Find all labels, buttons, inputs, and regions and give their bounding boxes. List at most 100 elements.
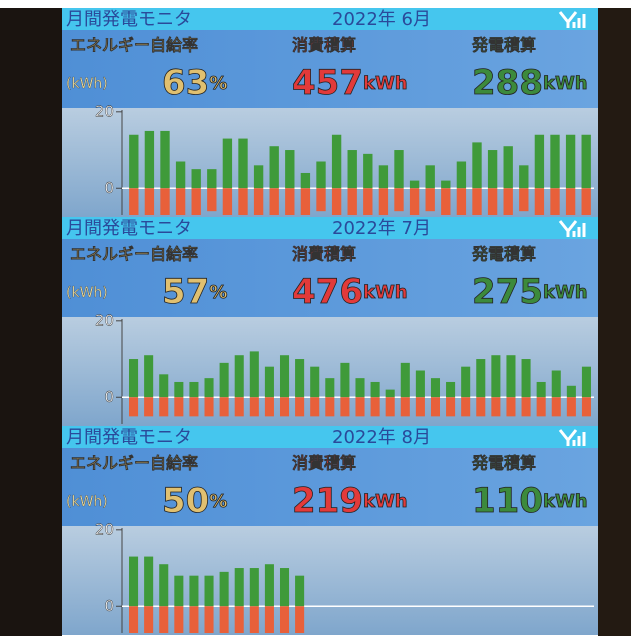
bar bbox=[325, 397, 335, 417]
bar bbox=[189, 575, 199, 607]
bar bbox=[174, 606, 184, 633]
bar bbox=[234, 606, 244, 633]
chart-area bbox=[62, 108, 598, 217]
bar bbox=[363, 153, 373, 189]
bar bbox=[340, 397, 350, 417]
metric-label: 発電積算 bbox=[471, 36, 536, 55]
bar bbox=[503, 146, 513, 189]
metric-number: 50 bbox=[162, 481, 209, 521]
period: 2022年 6月 bbox=[332, 9, 431, 30]
metric-number: 219 bbox=[292, 481, 363, 521]
header-bar bbox=[62, 426, 598, 448]
bar bbox=[461, 366, 471, 398]
y-unit: (kWh) bbox=[66, 285, 108, 301]
bar bbox=[174, 397, 184, 417]
bar bbox=[472, 188, 482, 215]
bar bbox=[503, 188, 513, 215]
bar bbox=[159, 606, 169, 633]
bar bbox=[129, 556, 139, 607]
bar bbox=[204, 378, 214, 398]
bar bbox=[191, 188, 201, 215]
bar bbox=[551, 397, 561, 417]
bar bbox=[219, 362, 229, 398]
bar bbox=[129, 134, 139, 189]
bar bbox=[347, 150, 357, 189]
bar bbox=[456, 188, 467, 215]
bar bbox=[331, 188, 342, 215]
bar bbox=[204, 606, 214, 633]
bar bbox=[234, 355, 244, 398]
bar bbox=[189, 381, 199, 398]
bar bbox=[441, 188, 451, 215]
bar bbox=[219, 571, 229, 607]
bar bbox=[506, 355, 516, 398]
bar bbox=[491, 397, 501, 417]
bar bbox=[295, 606, 305, 633]
right-frame bbox=[598, 8, 631, 636]
bar bbox=[400, 397, 410, 417]
bar bbox=[189, 397, 199, 417]
bar bbox=[174, 575, 184, 607]
bar bbox=[264, 397, 274, 417]
bar bbox=[234, 397, 244, 417]
period: 2022年 7月 bbox=[332, 218, 431, 239]
bar bbox=[325, 378, 335, 398]
metric-number: 275 bbox=[472, 272, 543, 312]
metric-number: 457 bbox=[292, 63, 363, 103]
header-bar bbox=[62, 217, 598, 239]
monitor-panel: 月間発電モニタ 2022年 8月エネルギー自給率50%消費積算219kWh発電積算… bbox=[62, 426, 598, 635]
bar bbox=[551, 370, 561, 398]
metric-number: 476 bbox=[292, 272, 363, 312]
bar bbox=[144, 397, 154, 417]
bar bbox=[378, 165, 389, 189]
bar bbox=[521, 359, 531, 398]
bar bbox=[264, 606, 274, 633]
metric-value: 476kWh bbox=[292, 272, 408, 312]
bar bbox=[370, 381, 380, 398]
metric-value: 457kWh bbox=[292, 63, 408, 103]
bar bbox=[363, 188, 373, 215]
bar bbox=[409, 188, 420, 215]
metric-value: 275kWh bbox=[472, 272, 588, 312]
signal-icon bbox=[558, 220, 586, 237]
bar bbox=[253, 188, 264, 215]
bar bbox=[191, 169, 201, 189]
bar bbox=[144, 606, 154, 633]
bar bbox=[487, 188, 498, 215]
bar bbox=[238, 188, 248, 215]
y-tick-label: 0 bbox=[104, 597, 114, 615]
bar bbox=[279, 355, 290, 398]
bar bbox=[430, 397, 441, 417]
bar bbox=[249, 397, 259, 417]
bar bbox=[566, 397, 576, 417]
metric-label: 発電積算 bbox=[471, 245, 536, 264]
bar bbox=[461, 397, 471, 417]
metric-value: 288kWh bbox=[472, 63, 588, 103]
metric-value: 50% bbox=[162, 481, 227, 521]
bar bbox=[175, 188, 186, 215]
bar bbox=[285, 150, 295, 189]
bar bbox=[550, 188, 560, 215]
info-area bbox=[62, 239, 598, 317]
bar bbox=[204, 575, 214, 607]
bar bbox=[249, 606, 259, 633]
bar bbox=[160, 188, 170, 215]
metric-unit: % bbox=[209, 491, 227, 512]
bar bbox=[222, 188, 233, 215]
bar bbox=[279, 606, 290, 633]
bar bbox=[340, 362, 350, 398]
bar bbox=[378, 188, 389, 215]
metric-label: エネルギー自給率 bbox=[70, 454, 198, 473]
bar bbox=[234, 568, 244, 607]
bar bbox=[219, 397, 229, 417]
bar bbox=[355, 397, 365, 417]
bar bbox=[207, 188, 217, 212]
bar bbox=[581, 397, 591, 417]
bar bbox=[129, 359, 139, 398]
metric-number: 110 bbox=[472, 481, 543, 521]
bar bbox=[394, 188, 404, 212]
bar bbox=[521, 397, 531, 417]
y-unit: (kWh) bbox=[66, 494, 108, 510]
bar bbox=[222, 138, 233, 189]
metric-label: エネルギー自給率 bbox=[70, 245, 198, 264]
